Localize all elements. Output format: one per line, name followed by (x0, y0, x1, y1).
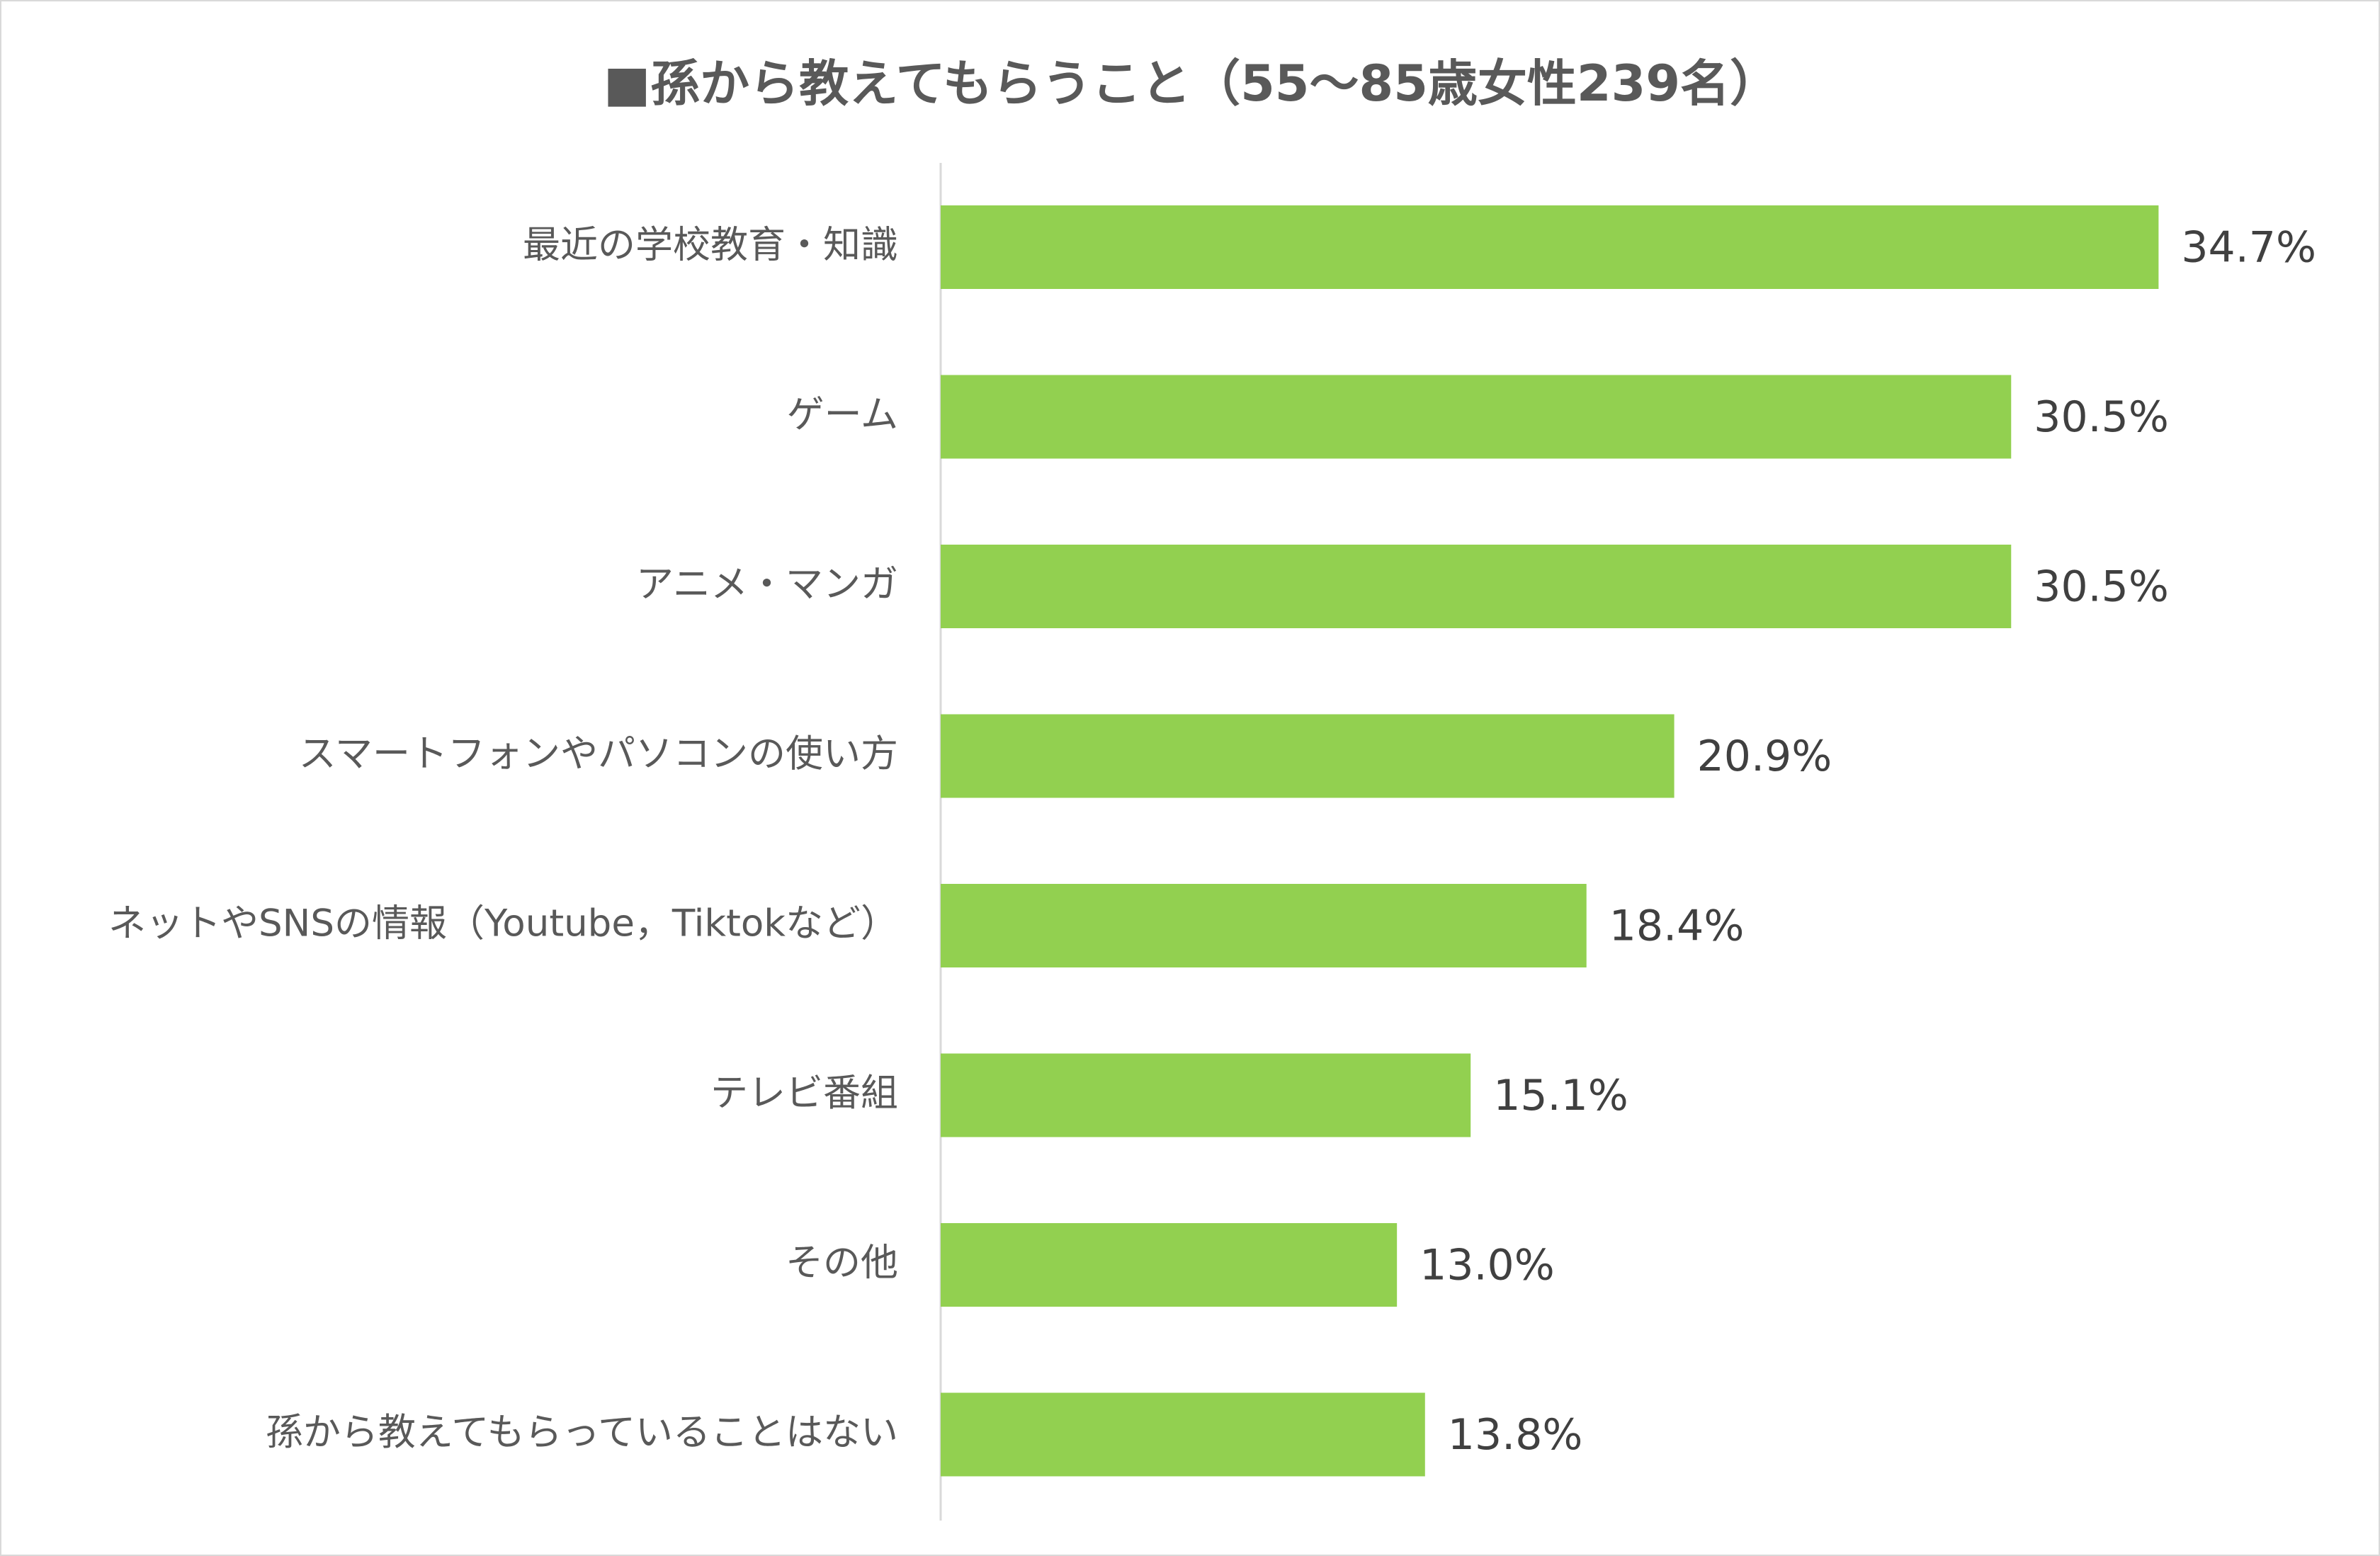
bar (941, 1392, 1425, 1477)
bar (941, 714, 1674, 798)
category-label: ネットやSNSの情報（Youtube，Tiktokなど） (108, 902, 898, 945)
data-label: 30.5% (2034, 392, 2169, 442)
data-label: 15.1% (1493, 1071, 1628, 1120)
bar (941, 1053, 1471, 1137)
bar (941, 1223, 1398, 1307)
bar (941, 545, 2012, 628)
data-label: 13.0% (1420, 1241, 1555, 1290)
category-label: アニメ・マンガ (636, 563, 898, 606)
data-label: 34.7% (2181, 223, 2316, 273)
category-label: その他 (786, 1242, 898, 1285)
category-label: スマートフォンやパソコンの使い方 (299, 732, 898, 776)
chart-title: ■孫から教えてもらうこと（55～85歳女性239名） (603, 55, 1780, 113)
bar (941, 205, 2159, 289)
bar (941, 375, 2012, 459)
category-label: 最近の学校教育・知識 (523, 224, 898, 267)
data-label: 30.5% (2034, 562, 2169, 612)
category-label: ゲーム (787, 393, 898, 436)
data-label: 18.4% (1609, 902, 1745, 951)
data-label: 20.9% (1697, 732, 1832, 781)
data-label: 13.8% (1448, 1410, 1583, 1460)
category-label: テレビ番組 (710, 1072, 898, 1115)
bar (941, 884, 1587, 967)
category-label: 孫から教えてもらっていることはない (266, 1411, 898, 1454)
